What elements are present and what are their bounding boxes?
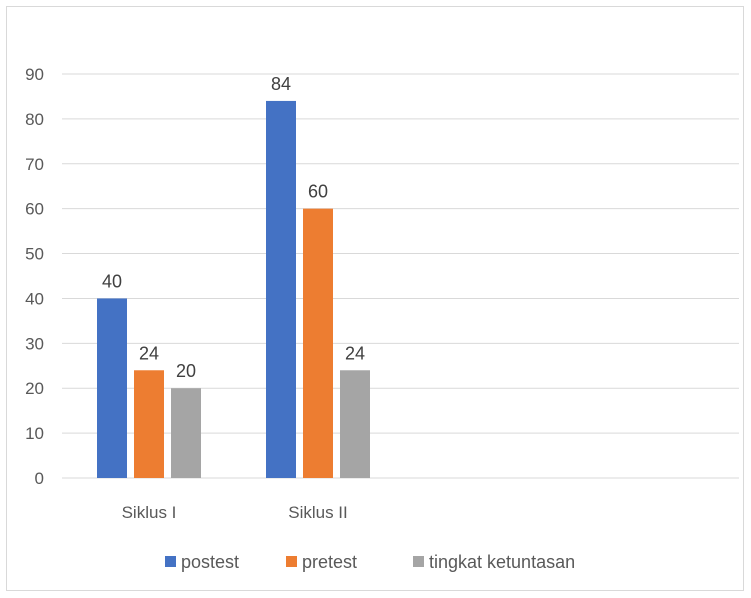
bar-tingkat-ketuntasan-0 <box>171 388 201 478</box>
legend-swatch <box>286 556 297 567</box>
category-label: Siklus II <box>288 503 348 522</box>
data-label: 24 <box>345 343 365 363</box>
data-label: 20 <box>176 361 196 381</box>
legend-label: tingkat ketuntasan <box>429 552 575 572</box>
y-tick-label: 40 <box>25 289 44 308</box>
y-tick-label: 50 <box>25 245 44 264</box>
legend-swatch <box>413 556 424 567</box>
bar-pretest-1 <box>303 208 333 478</box>
legend: postest pretest tingkat ketuntasan <box>165 552 575 572</box>
category-label: Siklus I <box>122 503 177 522</box>
bars <box>97 100 370 478</box>
data-labels: 40 24 20 84 60 24 <box>102 74 365 381</box>
category-labels: Siklus I Siklus II <box>122 503 348 522</box>
y-tick-label: 70 <box>25 155 44 174</box>
legend-swatch <box>165 556 176 567</box>
data-label: 60 <box>308 182 328 202</box>
y-tick-label: 10 <box>25 424 44 443</box>
data-label: 84 <box>271 74 291 94</box>
y-tick-label: 60 <box>25 200 44 219</box>
y-tick-label: 0 <box>35 469 44 488</box>
data-label: 24 <box>139 343 159 363</box>
data-label: 40 <box>102 271 122 291</box>
y-tick-label: 80 <box>25 110 44 129</box>
legend-label: pretest <box>302 552 357 572</box>
y-tick-label: 20 <box>25 379 44 398</box>
y-axis-tick-labels: 0 10 20 30 40 50 60 70 80 90 <box>25 65 44 488</box>
legend-label: postest <box>181 552 239 572</box>
bar-tingkat-ketuntasan-1 <box>340 370 370 478</box>
bar-pretest-0 <box>134 370 164 478</box>
bar-postest-1 <box>266 100 296 478</box>
y-tick-label: 90 <box>25 65 44 84</box>
y-tick-label: 30 <box>25 334 44 353</box>
bar-postest-0 <box>97 298 127 478</box>
